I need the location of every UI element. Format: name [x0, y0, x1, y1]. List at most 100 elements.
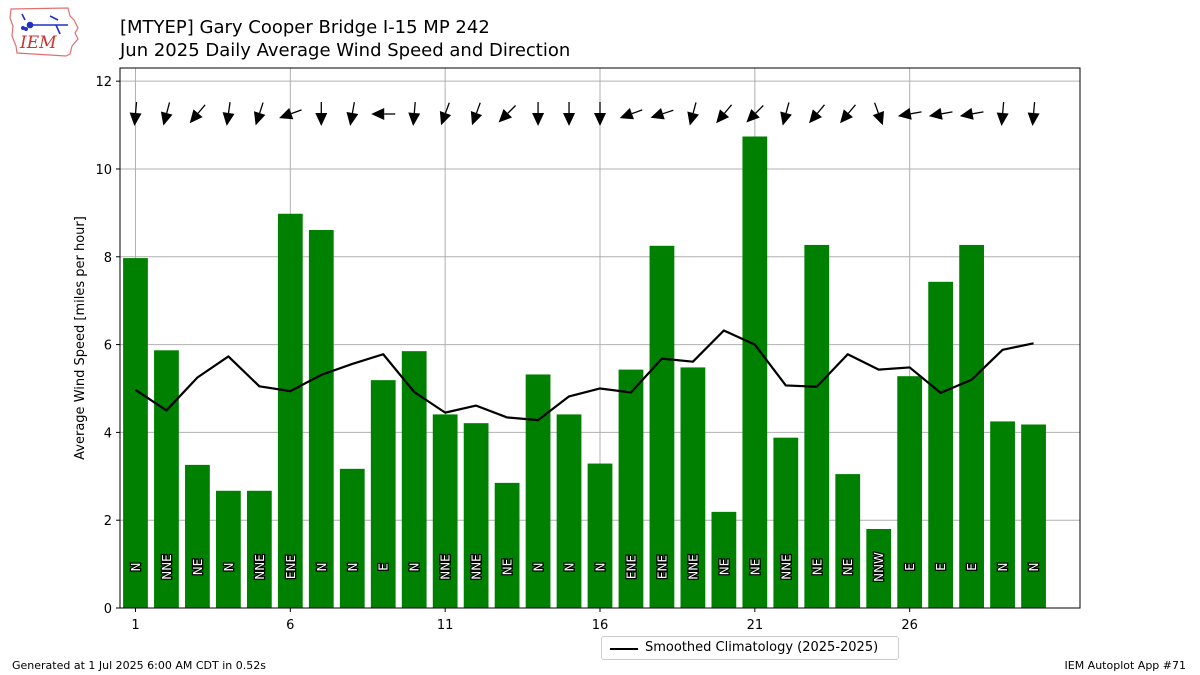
wind-arrow-day-9	[371, 108, 396, 120]
wind-arrow-day-25	[872, 102, 885, 126]
direction-label-day-13: NE	[501, 559, 515, 576]
y-tick-label: 6	[104, 339, 112, 354]
bar-day-20	[711, 511, 737, 608]
direction-label-day-4: N	[222, 563, 236, 572]
x-tick-label: 26	[901, 618, 918, 633]
bar-day-3	[185, 464, 210, 608]
bar-day-21	[742, 136, 768, 609]
bar-day-7	[308, 230, 334, 608]
wind-arrow-day-15	[563, 102, 576, 126]
direction-label-day-9: E	[377, 563, 391, 571]
wind-direction-arrows	[129, 101, 1040, 126]
wind-arrow-day-13	[498, 105, 517, 123]
bar-day-17	[618, 369, 644, 608]
direction-label-day-17: ENE	[624, 555, 638, 579]
bar-day-13	[494, 482, 520, 608]
bar-day-26	[897, 376, 923, 608]
legend-line-swatch	[610, 648, 638, 650]
climatology-line	[134, 329, 1034, 422]
bar-day-2	[154, 350, 179, 608]
direction-label-day-19: NNE	[686, 554, 700, 580]
wind-arrow-day-23	[809, 104, 825, 124]
x-tick-label: 11	[437, 618, 454, 633]
bar-day-19	[680, 367, 706, 608]
direction-label-day-1: N	[129, 563, 143, 572]
x-tick-label: 1	[131, 618, 139, 633]
direction-label-day-23: NE	[810, 559, 824, 576]
bar-day-4	[216, 490, 241, 608]
wind-arrow-day-20	[716, 104, 733, 124]
wind-arrow-day-18	[650, 107, 674, 120]
x-tick-label: 16	[592, 618, 609, 633]
wind-arrow-day-8	[346, 102, 359, 126]
wind-arrow-day-2	[160, 102, 173, 126]
iowa-state-outline-icon	[9, 7, 79, 57]
wind-arrow-day-26	[897, 107, 922, 120]
bar-day-6	[277, 213, 303, 608]
bar-day-30	[1021, 424, 1046, 608]
bar-day-28	[959, 244, 984, 609]
bar-day-10	[401, 351, 427, 608]
iem-logo: IEM	[9, 7, 79, 57]
wind-arrow-day-7	[315, 102, 328, 126]
wind-arrow-day-17	[619, 108, 643, 120]
climatology-line-group	[134, 329, 1034, 422]
bar-day-11	[432, 414, 458, 608]
legend-label: Smoothed Climatology (2025-2025)	[645, 640, 879, 655]
bar-day-9	[370, 380, 396, 608]
direction-label-day-5: NNE	[253, 554, 267, 580]
wind-arrow-day-29	[996, 101, 1009, 126]
bar-day-23	[804, 244, 830, 609]
direction-label-day-10: N	[408, 563, 422, 572]
direction-label-day-2: NNE	[160, 554, 174, 580]
y-tick-label: 12	[95, 75, 112, 90]
wind-arrow-day-11	[439, 102, 452, 126]
bar-day-16	[587, 463, 613, 608]
bar-day-5	[246, 490, 272, 608]
direction-label-day-24: NE	[841, 559, 855, 576]
bar-day-15	[556, 414, 582, 608]
bar-day-27	[928, 281, 954, 608]
direction-label-day-30: N	[1027, 563, 1041, 572]
bar-day-14	[525, 374, 551, 608]
direction-label-day-25: NNW	[872, 552, 886, 582]
bar-day-1	[123, 258, 148, 608]
y-tick-label: 2	[104, 514, 112, 529]
wind-arrow-day-10	[408, 101, 421, 126]
y-axis-label: Average Wind Speed [miles per hour]	[73, 216, 88, 460]
wind-arrow-day-30	[1027, 101, 1040, 126]
direction-label-day-7: N	[315, 563, 329, 572]
weather-station-icon	[21, 13, 68, 35]
bar-day-22	[773, 437, 799, 608]
wind-arrow-day-1	[129, 101, 142, 126]
direction-label-day-11: NNE	[439, 554, 453, 580]
y-tick-label: 8	[104, 251, 112, 266]
direction-label-day-27: E	[934, 563, 948, 571]
legend: Smoothed Climatology (2025-2025)	[601, 636, 899, 660]
bar-day-18	[649, 245, 675, 608]
x-tick-label: 21	[747, 618, 764, 633]
direction-label-day-12: NNE	[470, 554, 484, 580]
direction-label-day-20: NE	[717, 559, 731, 576]
logo-text: IEM	[19, 33, 57, 53]
direction-label-day-16: N	[594, 563, 608, 572]
direction-label-day-14: N	[532, 563, 546, 572]
wind-arrow-day-27	[928, 107, 953, 120]
direction-labels: N NNE NE N NNE ENE N N E N NNE NNE NE N N N ENE ENE NNE NE N…	[128, 551, 1043, 583]
direction-label-day-29: N	[996, 563, 1010, 572]
wind-arrow-day-19	[687, 102, 699, 126]
y-tick-label: 0	[104, 602, 112, 617]
direction-label-day-28: E	[965, 563, 979, 571]
chart-title: Jun 2025 Daily Average Wind Speed and Di…	[120, 40, 571, 61]
app-credit: IEM Autoplot App #71	[1064, 659, 1187, 672]
bar-day-29	[990, 421, 1015, 608]
wind-arrow-day-16	[594, 102, 606, 126]
bar-day-12	[463, 423, 489, 608]
direction-label-day-21: NE	[748, 559, 762, 576]
wind-arrow-day-6	[279, 108, 302, 120]
bar-day-25	[866, 528, 892, 608]
wind-arrow-day-5	[253, 102, 266, 126]
wind-arrow-day-28	[959, 107, 984, 120]
